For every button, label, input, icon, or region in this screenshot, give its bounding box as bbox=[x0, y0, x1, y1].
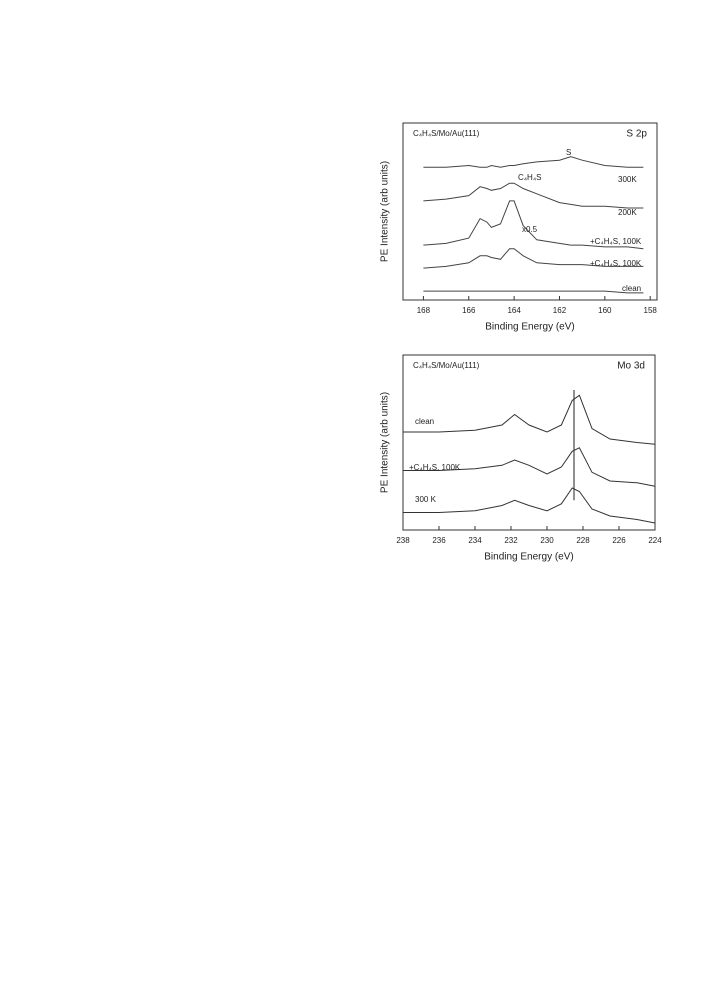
x-tick-label: 166 bbox=[462, 306, 476, 315]
x-tick-label: 168 bbox=[417, 306, 431, 315]
spectrum-line bbox=[423, 156, 644, 168]
x-tick-label: 226 bbox=[612, 536, 626, 545]
x-axis-label: Binding Energy (eV) bbox=[484, 552, 574, 563]
y-axis-label: PE Intensity (arb units) bbox=[380, 161, 391, 262]
series-label: +C₄H₄S, 100K bbox=[409, 463, 461, 472]
spectrum-line bbox=[403, 394, 656, 445]
spectrum-line bbox=[423, 248, 644, 269]
x-tick-label: 230 bbox=[540, 536, 554, 545]
y-axis-label: PE Intensity (arb units) bbox=[380, 392, 391, 493]
x-tick-label: 236 bbox=[432, 536, 446, 545]
series-label: clean bbox=[415, 417, 434, 426]
x-tick-label: 238 bbox=[396, 536, 410, 545]
annotation: x0.5 bbox=[522, 225, 538, 234]
region-label: Mo 3d bbox=[617, 361, 645, 372]
spectrum-line bbox=[423, 290, 644, 294]
spectrum-line bbox=[423, 200, 644, 250]
x-tick-label: 234 bbox=[468, 536, 482, 545]
x-tick-label: 162 bbox=[553, 306, 567, 315]
x-tick-label: 158 bbox=[644, 306, 658, 315]
region-label: S 2p bbox=[626, 129, 647, 140]
annotation: S bbox=[566, 148, 571, 157]
series-label: 300K bbox=[618, 175, 637, 184]
spectrum-line bbox=[403, 487, 656, 524]
x-axis-label: Binding Energy (eV) bbox=[485, 322, 575, 333]
chart-title: C₄H₄S/Mo/Au(111) bbox=[413, 129, 480, 138]
plot-frame bbox=[402, 354, 656, 531]
chart-title: C₄H₄S/Mo/Au(111) bbox=[413, 361, 480, 370]
x-tick-label: 224 bbox=[648, 536, 662, 545]
series-label: 300 K bbox=[415, 495, 437, 504]
spectrum-line bbox=[403, 447, 656, 487]
plot-frame bbox=[402, 122, 658, 301]
annotation: C₄H₄S bbox=[518, 173, 541, 182]
series-label: 200K bbox=[618, 208, 637, 217]
x-tick-label: 228 bbox=[576, 536, 590, 545]
series-label: +C₄H₄S, 100K bbox=[590, 237, 642, 246]
spectrum-line bbox=[423, 182, 644, 209]
x-tick-label: 232 bbox=[504, 536, 518, 545]
series-label: clean bbox=[622, 284, 641, 293]
x-tick-label: 160 bbox=[598, 306, 612, 315]
x-tick-label: 164 bbox=[507, 306, 521, 315]
series-label: +C₄H₄S, 100K bbox=[590, 259, 642, 268]
